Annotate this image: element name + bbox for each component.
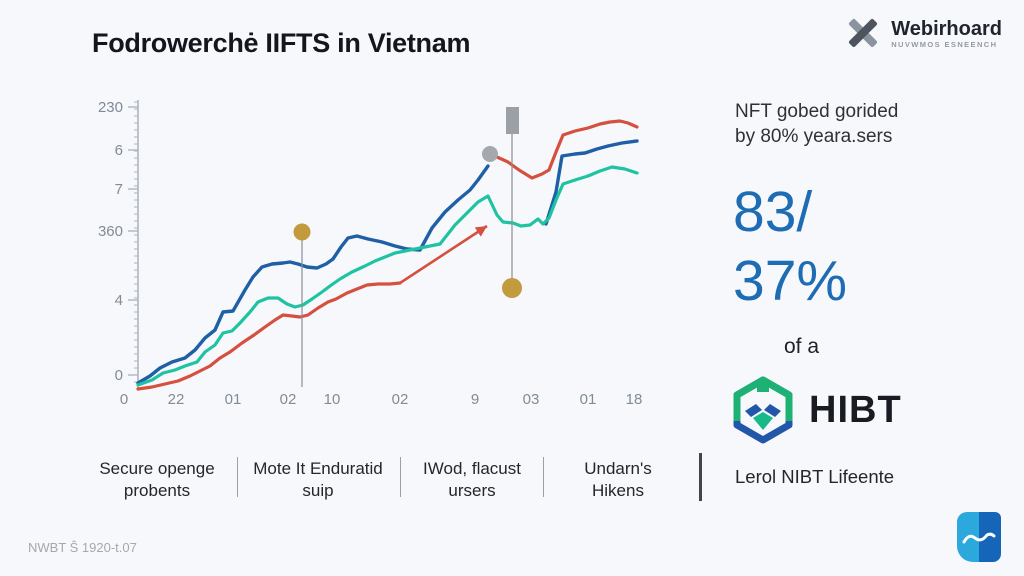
hibt-logo: HIBT [731, 376, 902, 444]
footer-divider [400, 457, 401, 497]
brand-logo: Webirhoard NUVWMOS ESNEENCH [843, 14, 1002, 52]
footer-divider [237, 457, 238, 497]
svg-text:02: 02 [280, 391, 297, 408]
hibt-hexagon-icon [733, 376, 793, 444]
svg-text:01: 01 [225, 391, 242, 408]
svg-text:0: 0 [120, 391, 128, 408]
connector-text: of a [784, 335, 820, 358]
panel-caption: Lerol NIBT Lifeente [735, 466, 895, 487]
footnote: NWBT Ŝ 1920-t.07 [28, 540, 137, 555]
svg-text:18: 18 [626, 391, 643, 408]
panel-headline: NFT gobed gorided by 80% yeara.sers [735, 101, 899, 147]
svg-text:7: 7 [115, 181, 123, 198]
svg-text:10: 10 [324, 391, 341, 408]
svg-text:230: 230 [98, 99, 123, 116]
x-cross-icon [843, 14, 883, 52]
brand-name: Webirhoard [891, 17, 1002, 40]
svg-text:03: 03 [523, 391, 540, 408]
svg-text:01: 01 [580, 391, 597, 408]
svg-text:22: 22 [168, 391, 185, 408]
svg-text:0: 0 [115, 367, 123, 384]
svg-text:9: 9 [471, 391, 479, 408]
chart-footer-label-1: Secure openge probents [99, 459, 215, 500]
page-title: Fodrowerchė IIFTS in Vietnam [92, 28, 471, 58]
svg-text:02: 02 [392, 391, 409, 408]
chart-footer-label-3: IWod, flacust ursers [423, 459, 521, 500]
corner-logo-icon [957, 512, 1001, 562]
brand-tagline: NUVWMOS ESNEENCH [891, 39, 998, 49]
stat-value: 83/ 37% [733, 180, 848, 313]
line-chart: 230 6 7 360 4 0 0 22 01 02 10 02 9 03 01 18 [98, 99, 643, 408]
hibt-wordmark: HIBT [809, 388, 902, 431]
chart-footer-label-4: Undarn's Hikens [584, 459, 652, 500]
footer-divider [543, 457, 544, 497]
svg-text:360: 360 [98, 223, 123, 240]
panel-divider [699, 453, 702, 501]
chart-footer-label-2: Mote It Enduratid suip [253, 459, 383, 500]
svg-text:6: 6 [115, 142, 123, 159]
svg-text:4: 4 [115, 292, 123, 309]
